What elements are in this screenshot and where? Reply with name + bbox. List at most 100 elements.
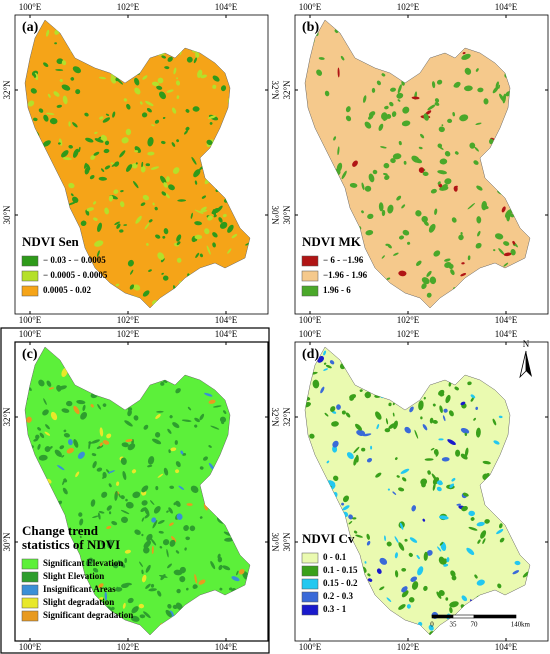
scale-bar-segment — [431, 614, 454, 619]
legend-swatch — [301, 604, 319, 616]
legend-swatch — [21, 270, 39, 282]
legend-label: 1.96 - 6 — [323, 285, 351, 295]
legend-label: − 0.0005 - 0.0005 — [43, 270, 108, 280]
panel-frame — [14, 14, 269, 315]
scale-bar-label: 35 — [450, 621, 458, 629]
legend-label: − 6 - −1.96 — [323, 255, 364, 265]
legend-title: statistics of NDVI — [22, 537, 120, 552]
legend-swatch — [21, 571, 39, 583]
scale-bar-label: 70 — [471, 621, 479, 629]
panel-label: (b) — [302, 20, 319, 35]
scale-bar-label: 140 — [511, 621, 522, 629]
legend-swatch — [21, 255, 39, 267]
latitude-label: 30°N — [270, 532, 280, 552]
legend-label: 0.2 - 0.3 — [323, 591, 353, 601]
legend-label: Slight degradation — [43, 597, 114, 607]
latitude-label: 32°N — [2, 80, 12, 100]
latitude-label: 30°N — [2, 532, 12, 552]
legend-label: 0.15 - 0.2 — [323, 578, 358, 588]
panel-label: (c) — [22, 347, 38, 362]
legend-swatch — [21, 610, 39, 622]
latitude-label: 30°N — [2, 205, 12, 225]
legend-label: − 0.03 - − 0.0005 — [43, 255, 106, 265]
legend-swatch — [301, 578, 319, 590]
legend-title: Change trend — [22, 523, 99, 538]
map-panel: (a) 100°E 102°E 104°E 100°E 102°E 104°E 32°N 30°… — [2, 2, 280, 325]
longitude-label: 102°E — [117, 2, 140, 12]
longitude-label: 100°E — [299, 329, 322, 339]
legend-label: Slight Elevation — [43, 571, 104, 581]
legend-title: NDVI MK — [302, 234, 362, 249]
scale-bar-unit: km — [521, 621, 531, 629]
north-arrow — [526, 351, 532, 377]
scale-bar-segment — [452, 614, 475, 619]
legend-swatch — [301, 565, 319, 577]
legend-label: −1.96 - 1.96 — [323, 270, 368, 280]
longitude-label: 102°E — [397, 642, 420, 652]
legend-swatch — [301, 552, 319, 564]
longitude-label: 100°E — [19, 315, 42, 325]
legend-swatch — [21, 584, 39, 596]
map-furniture: 0 35 70 140 km N — [430, 339, 532, 629]
scale-bar-label: 0 — [430, 621, 434, 629]
legend-swatch — [21, 285, 39, 297]
map-panel: (b) 100°E 102°E 104°E 100°E 102°E 104°E 32°N 30°… — [282, 2, 550, 325]
study-region — [304, 19, 531, 309]
longitude-label: 100°E — [299, 642, 322, 652]
longitude-label: 104°E — [215, 2, 238, 12]
panel-frame — [294, 14, 549, 315]
latitude-label: 32°N — [270, 80, 280, 100]
longitude-label: 104°E — [495, 329, 518, 339]
longitude-label: 102°E — [397, 315, 420, 325]
latitude-label: 32°N — [270, 407, 280, 427]
legend-title: NDVI Sen — [22, 234, 79, 249]
legend-label: 0.3 - 1 — [323, 604, 347, 614]
legend-swatch — [21, 558, 39, 570]
latitude-label: 32°N — [282, 407, 292, 427]
panel-frame — [14, 341, 269, 642]
longitude-label: 100°E — [19, 2, 42, 12]
scale-bar-segment — [473, 614, 517, 619]
longitude-label: 104°E — [495, 315, 518, 325]
legend-label: Significant Elevation — [43, 558, 123, 568]
latitude-label: 32°N — [282, 80, 292, 100]
legend-label: Insignificant Areas — [43, 584, 116, 594]
longitude-label: 104°E — [215, 642, 238, 652]
longitude-label: 100°E — [19, 329, 42, 339]
legend-swatch — [301, 591, 319, 603]
north-arrow — [519, 350, 527, 379]
longitude-label: 104°E — [495, 2, 518, 12]
longitude-label: 102°E — [117, 642, 140, 652]
longitude-label: 102°E — [117, 329, 140, 339]
latitude-label: 30°N — [282, 205, 292, 225]
panel-frame — [294, 341, 549, 642]
legend-label: 0.0005 - 0.02 — [43, 285, 91, 295]
north-label: N — [523, 339, 530, 349]
latitude-label: 30°N — [270, 205, 280, 225]
legend-swatch — [301, 255, 319, 267]
longitude-label: 104°E — [495, 642, 518, 652]
longitude-label: 102°E — [397, 329, 420, 339]
legend-swatch — [301, 285, 319, 297]
panel-label: (d) — [302, 347, 319, 362]
map-panel: (c) 100°E 102°E 104°E 100°E 102°E 104°E 32°N 30°… — [0, 327, 280, 654]
legend-swatch — [21, 597, 39, 609]
panel-border — [0, 327, 270, 654]
latitude-label: 32°N — [2, 407, 12, 427]
latitude-label: 30°N — [282, 532, 292, 552]
longitude-label: 104°E — [215, 329, 238, 339]
legend-swatch — [301, 270, 319, 282]
longitude-label: 100°E — [19, 642, 42, 652]
longitude-label: 104°E — [215, 315, 238, 325]
legend-label: Significant degradation — [43, 610, 133, 620]
map-panel: (d) 100°E 102°E 104°E 100°E 102°E 104°E 32°N 30°… — [282, 329, 550, 652]
longitude-label: 102°E — [397, 2, 420, 12]
legend-label: 0 - 0.1 — [323, 552, 347, 562]
legend-title: NDVI Cv — [302, 531, 355, 546]
panel-label: (a) — [22, 20, 39, 35]
legend-label: 0.1 - 0.15 — [323, 565, 358, 575]
longitude-label: 100°E — [299, 2, 322, 12]
longitude-label: 100°E — [299, 315, 322, 325]
longitude-label: 102°E — [117, 315, 140, 325]
